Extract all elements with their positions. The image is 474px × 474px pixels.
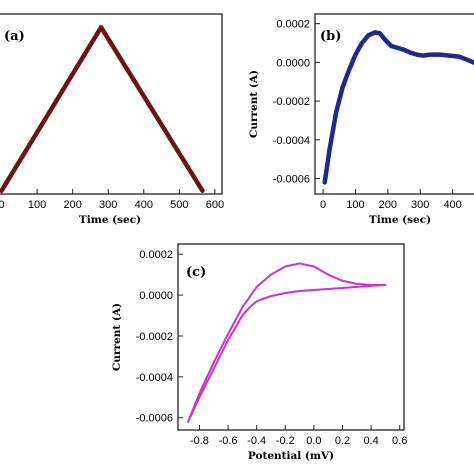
x-tick-label: 300 [411,199,429,211]
x-tick-label: 0.6 [392,435,407,447]
x-tick-label: 300 [99,199,117,211]
plot-frame [0,13,223,195]
y-axis-title: Current (A) [248,70,260,138]
y-tick-label: -0.0002 [136,331,173,343]
panel-label: (b) [320,29,341,44]
x-tick-label: 100 [346,199,364,211]
x-tick-label: 0 [0,199,5,211]
panel-a: 0 100 200 300 400 500 600 Time (sec) (a) [0,13,224,226]
x-tick-label: -0.2 [276,435,295,447]
x-tick-label: 400 [443,199,461,211]
y-tick-label: 0.0002 [276,19,310,31]
x-tick-label: 0.2 [335,435,350,447]
panel-label: (c) [186,265,206,280]
x-tick-label: 200 [63,199,81,211]
x-tick-label: 0.4 [363,435,378,447]
x-axis-title: Time (sec) [369,214,431,226]
y-tick-label: -0.0006 [136,413,173,425]
x-tick-label: -0.4 [247,435,266,447]
y-tick-label: 0.0000 [139,290,173,302]
x-tick-label: 0.0 [306,435,321,447]
panel-label: (a) [4,29,25,44]
series-line [322,30,474,185]
y-tick-label: -0.0004 [273,135,310,147]
panel-c: -0.8 -0.6 -0.4 -0.2 0.0 0.2 0.4 0.6 0.0002 0.0000… [111,243,407,462]
y-axis-title: Current (A) [111,303,123,371]
plot-frame [177,243,405,431]
y-tick-label: 0.0000 [276,57,310,69]
y-tick-label: 0.0002 [139,249,173,261]
plot-frame [314,13,474,195]
x-axis-title: Time (sec) [79,214,141,226]
x-tick-label: 600 [206,199,224,211]
x-tick-label: 400 [135,199,153,211]
x-axis-title: Potential (mV) [248,450,334,462]
y-tick-label: -0.0002 [273,96,310,108]
y-tick-label: -0.0006 [273,174,310,186]
x-tick-label: 0 [320,199,326,211]
x-tick-label: 100 [28,199,46,211]
x-tick-label: -0.8 [190,435,209,447]
x-tick-label: 500 [170,199,188,211]
x-tick-label: -0.6 [219,435,238,447]
panel-b: 0 100 200 300 400 0.0002 0.0000 -0.0002 -0.0004 -… [248,13,474,226]
series-line [0,25,205,193]
series-line [187,262,387,423]
y-tick-label: -0.0004 [136,372,173,384]
x-tick-label: 200 [379,199,397,211]
